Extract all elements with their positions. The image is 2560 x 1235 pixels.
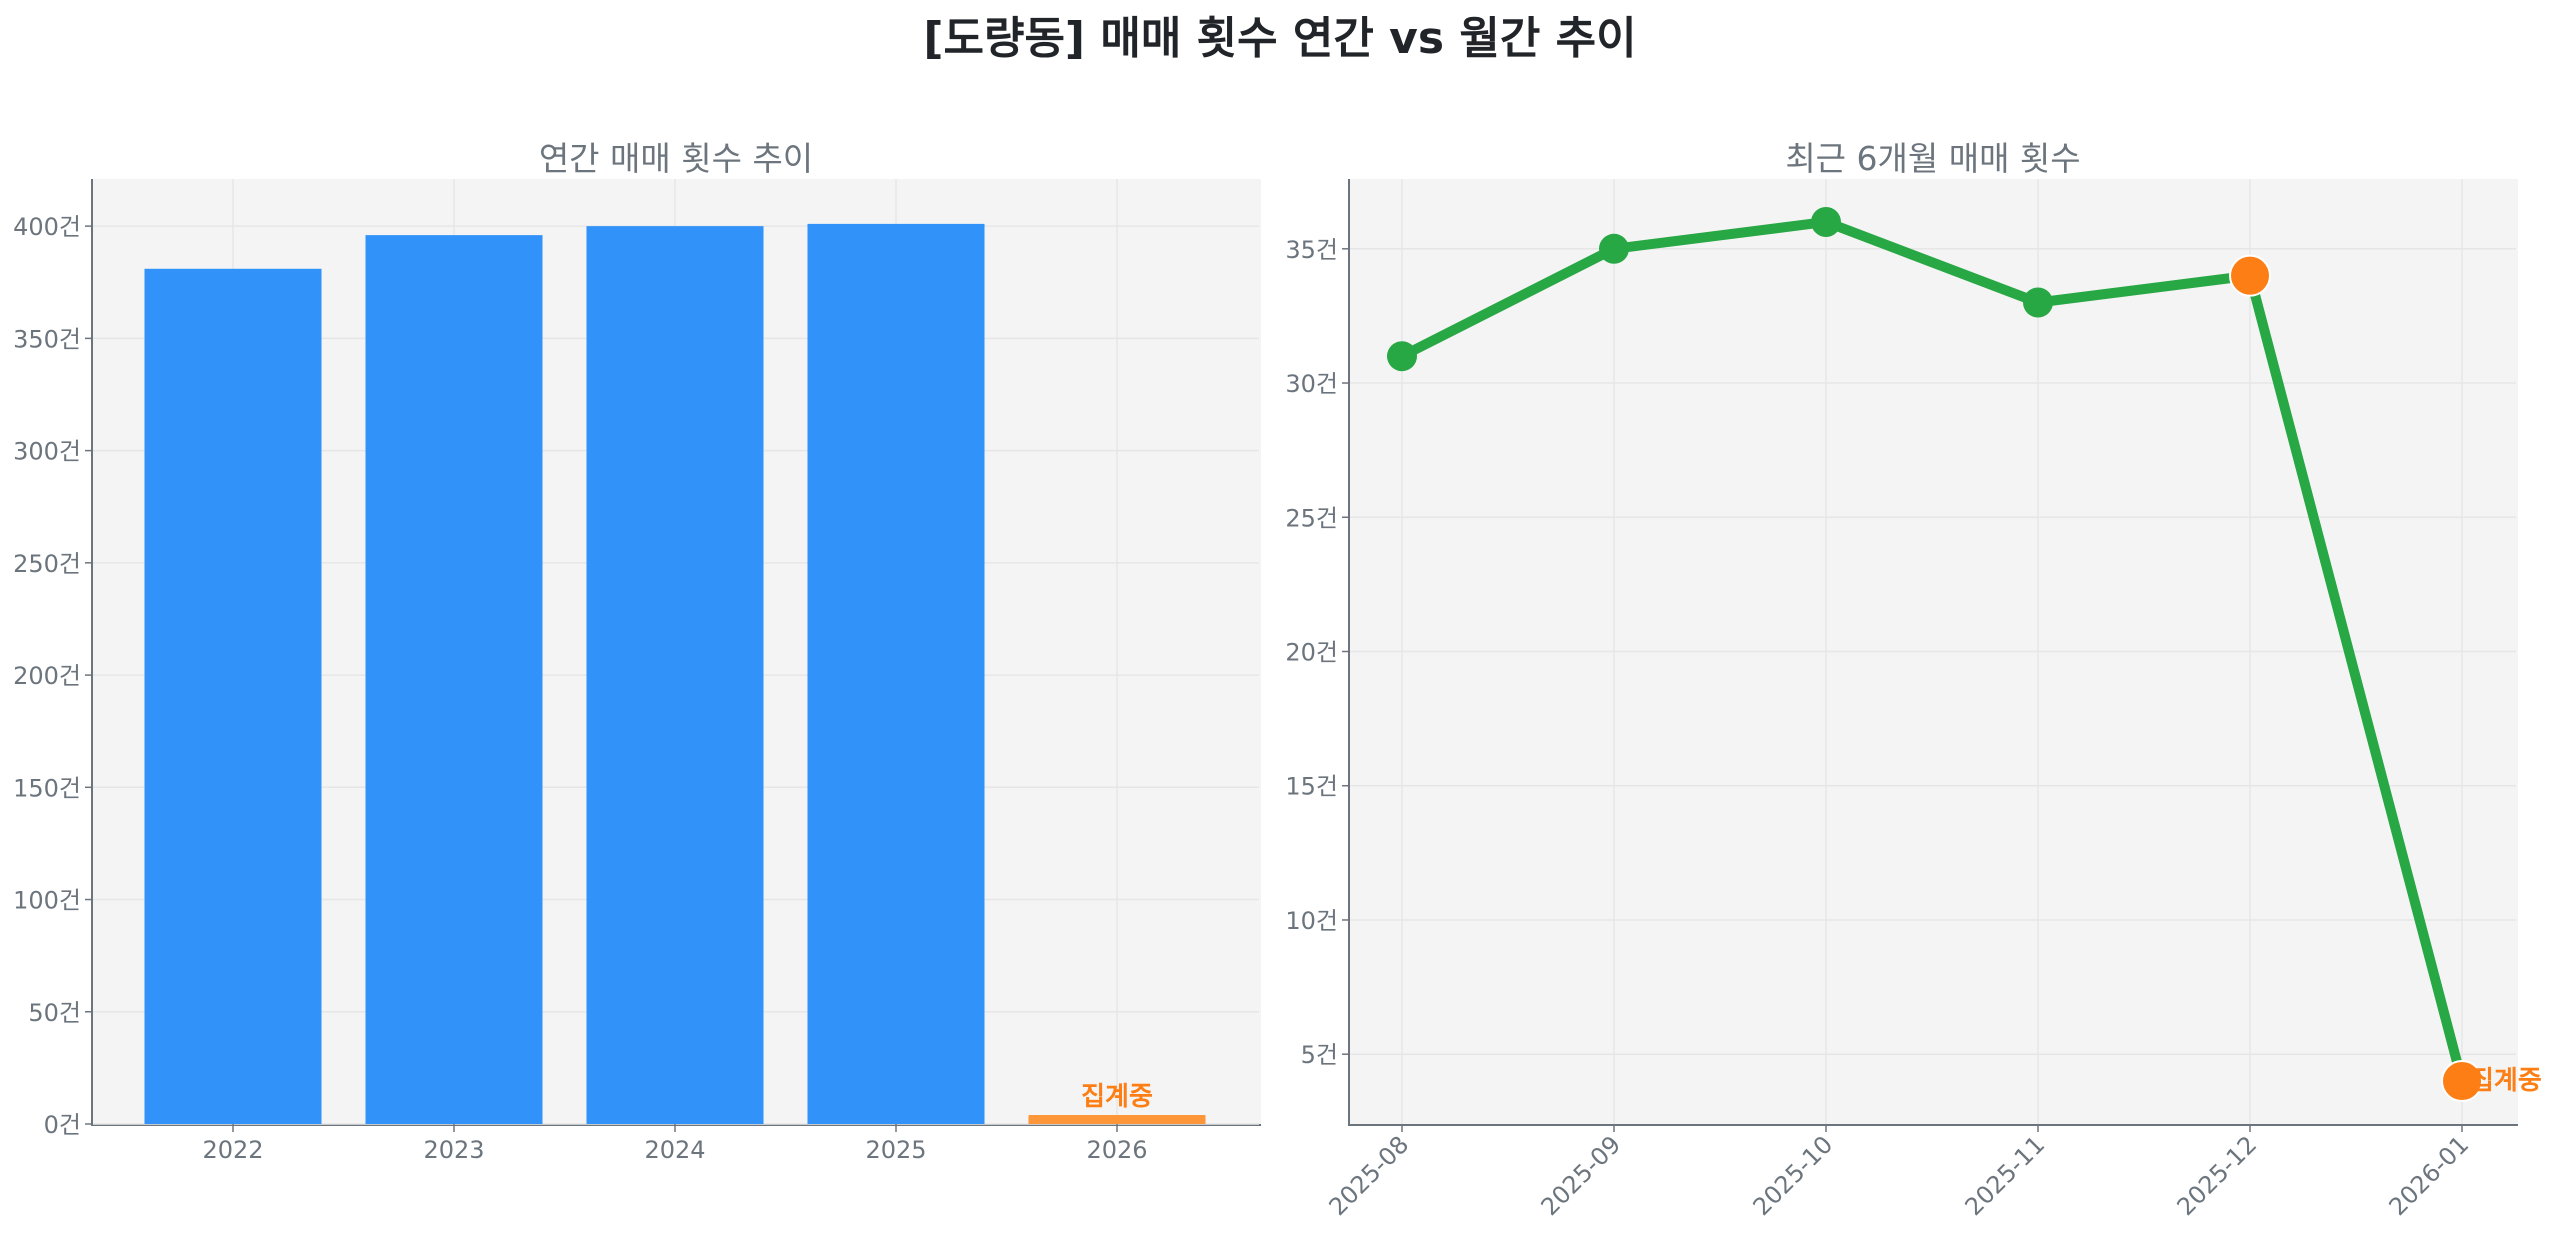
monthly-line — [1399, 216, 2467, 1083]
x-tick-label: 2025-10 — [1748, 1130, 1839, 1221]
bar-2025 — [807, 223, 985, 1124]
data-point-2025-10 — [1811, 206, 1841, 237]
x-tick-label: 2026-01 — [2384, 1130, 2475, 1221]
y-tick-label: 35건 — [1285, 236, 1338, 264]
y-tick-label: 200건 — [13, 662, 81, 690]
x-tick-label: 2025-09 — [1536, 1130, 1627, 1221]
x-tick-label: 2022 — [202, 1136, 263, 1164]
x-tick-label: 2025 — [865, 1136, 926, 1164]
y-tick-label: 25건 — [1285, 504, 1338, 532]
y-tick-label: 300건 — [13, 438, 81, 466]
x-tick-label: 2025-12 — [2172, 1130, 2263, 1221]
in-progress-annotation: 집계중 — [1081, 1082, 1153, 1112]
y-tick-label: 150건 — [13, 774, 81, 802]
y-tick-label: 250건 — [13, 550, 81, 578]
bar-2023 — [365, 235, 543, 1124]
y-tick-label: 100건 — [13, 887, 81, 915]
bar-2022 — [144, 268, 322, 1124]
bar-2026 — [1028, 1115, 1206, 1124]
bar-2024 — [586, 226, 764, 1125]
y-tick-label: 0건 — [44, 1111, 81, 1139]
monthly-chart-title: 최근 6개월 매매 횟수 — [1785, 139, 2081, 178]
y-tick-label: 350건 — [13, 325, 81, 353]
data-point-2025-09 — [1599, 233, 1629, 264]
y-tick-label: 400건 — [13, 213, 81, 241]
monthly-plot-area — [1348, 179, 2518, 1126]
y-tick-label: 50건 — [28, 999, 81, 1027]
data-point-2026-01 — [2441, 1060, 2483, 1103]
x-tick-label: 2024 — [644, 1136, 705, 1164]
data-point-2025-12 — [2229, 254, 2271, 297]
annual-chart-title: 연간 매매 횟수 추이 — [538, 139, 814, 178]
y-tick-label: 20건 — [1285, 639, 1338, 667]
data-point-2025-08 — [1387, 341, 1417, 372]
x-tick-label: 2025-11 — [1960, 1130, 2051, 1221]
in-progress-annotation: 집계중 — [2470, 1066, 2542, 1096]
x-tick-label: 2025-08 — [1324, 1130, 1415, 1221]
x-tick-label: 2026 — [1086, 1136, 1147, 1164]
y-tick-label: 5건 — [1301, 1041, 1338, 1069]
y-tick-label: 30건 — [1285, 370, 1338, 398]
figure-title: [도량동] 매매 횟수 연간 vs 월간 추이 — [923, 13, 1637, 64]
data-point-2025-11 — [2023, 287, 2053, 318]
x-tick-label: 2023 — [423, 1136, 484, 1164]
y-tick-label: 15건 — [1285, 773, 1338, 801]
y-tick-label: 10건 — [1285, 907, 1338, 935]
